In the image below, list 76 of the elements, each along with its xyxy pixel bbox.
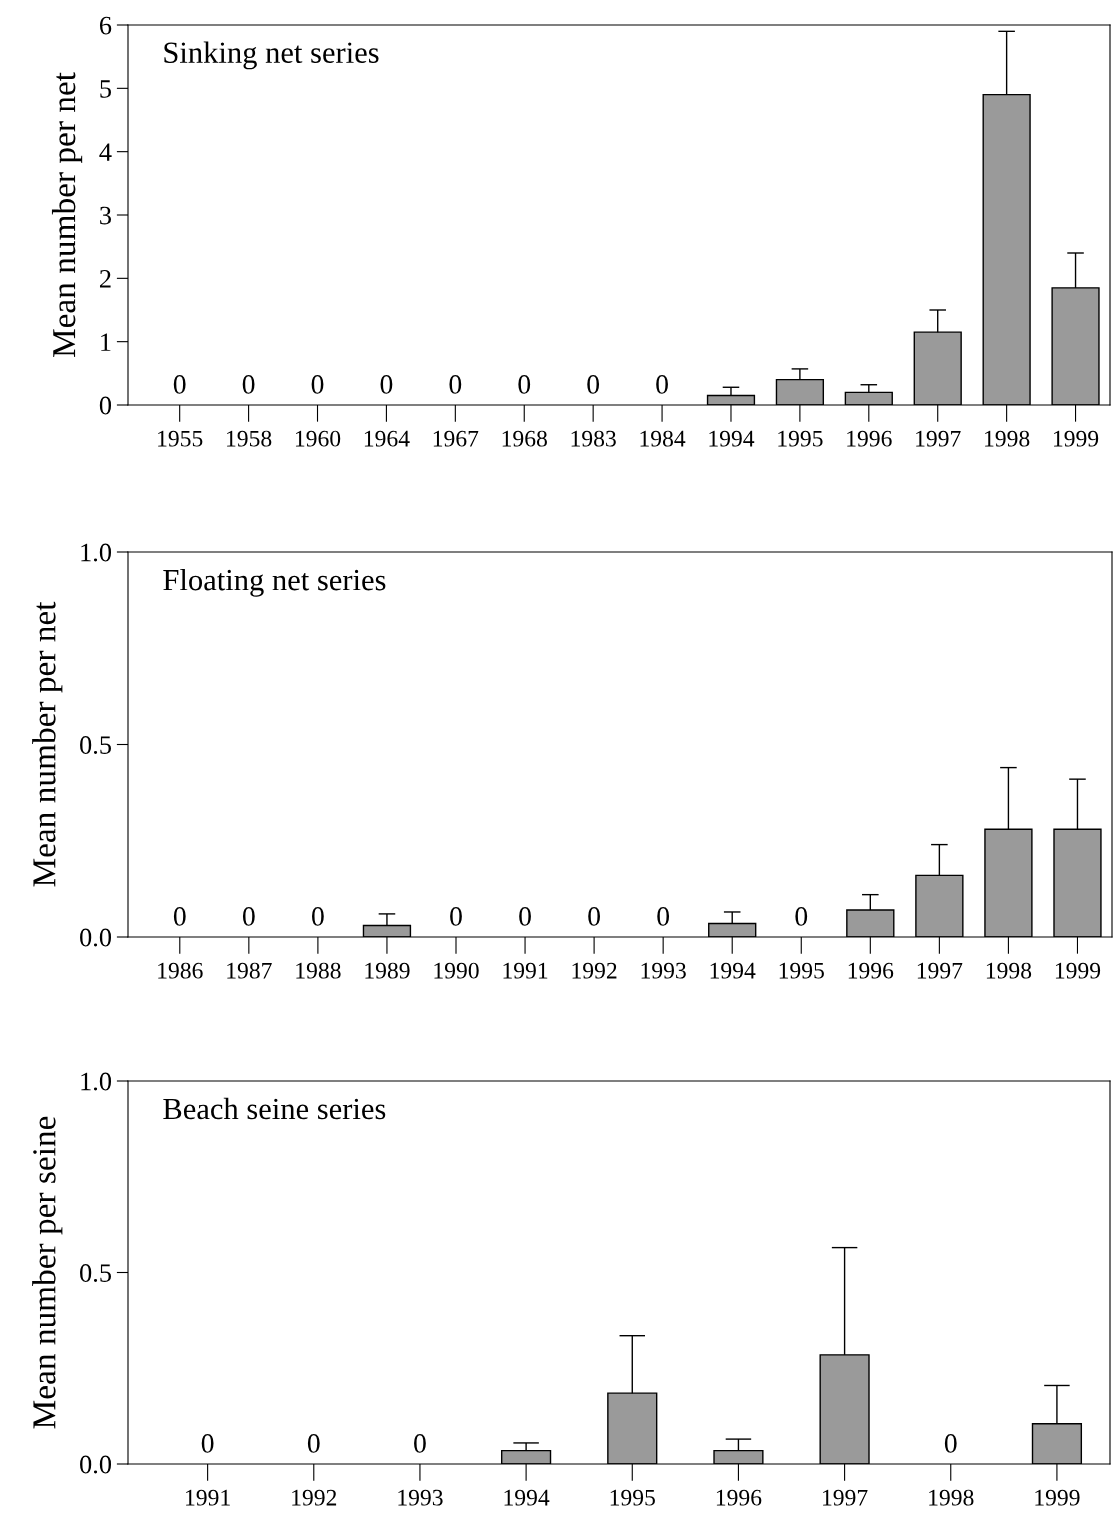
data-label: 0: [311, 375, 324, 394]
x-tick-label: 1993: [641, 962, 686, 979]
data-label: 0: [587, 375, 600, 394]
x-tick-label: 1994: [710, 962, 756, 979]
x-tick-label: 1994: [504, 1489, 550, 1506]
x-tick-label: 1967: [433, 430, 479, 447]
data-label: 0: [201, 1434, 214, 1453]
data-label: 0: [657, 907, 670, 926]
x-tick-label: 1991: [503, 962, 548, 979]
x-tick-label: 1989: [365, 962, 410, 979]
x-tick-label: 1996: [716, 1489, 762, 1506]
x-tick-label: 1992: [292, 1489, 337, 1506]
x-tick-label: 1987: [227, 962, 272, 979]
x-tick-label: 1999: [1035, 1489, 1080, 1506]
data-label: 0: [173, 907, 186, 926]
data-label: 0: [656, 375, 668, 394]
y-tick-label: 1.0: [81, 1072, 112, 1091]
data-label: 0: [450, 907, 462, 926]
data-label: 0: [242, 375, 255, 394]
data-label: 0: [795, 907, 808, 926]
x-tick-label: 1998: [986, 962, 1032, 979]
x-tick-label: 1958: [227, 430, 272, 447]
x-tick-label: 1983: [571, 430, 616, 447]
data-label: 0: [519, 907, 531, 926]
y-axis-title: Mean number per net: [32, 601, 63, 887]
y-tick-label: 1: [101, 333, 111, 351]
data-label: 0: [414, 1434, 426, 1453]
x-tick-label: 1991: [186, 1489, 230, 1506]
x-tick-label: 1990: [434, 962, 479, 979]
y-tick-label: 0.0: [80, 1455, 112, 1474]
y-axis-title: Mean number per net: [51, 72, 83, 358]
x-tick-label: 1996: [847, 430, 892, 447]
x-tick-label: 1993: [398, 1489, 443, 1506]
data-label: 0: [312, 907, 324, 926]
x-tick-label: 1955: [158, 430, 203, 447]
y-tick-label: 0: [99, 396, 112, 415]
x-tick-label: 1999: [1055, 962, 1101, 979]
y-tick-label: 3: [100, 206, 111, 225]
y-tick-label: 1.0: [81, 543, 112, 562]
data-label: 0: [173, 375, 186, 394]
x-tick-label: 1999: [1054, 430, 1099, 447]
y-tick-label: 0.5: [80, 1264, 111, 1283]
chart-title: Sinking net series: [164, 41, 379, 70]
x-tick-label: 1997: [916, 430, 961, 447]
x-tick-label: 1968: [502, 430, 547, 447]
text: Floating net series: [163, 568, 386, 597]
x-tick-label: 1995: [779, 962, 824, 979]
y-tick-label: 6: [99, 16, 112, 35]
x-tick-label: 1995: [778, 430, 823, 447]
x-tick-label: 1995: [610, 1489, 655, 1506]
x-tick-label: 1986: [158, 962, 203, 979]
x-tick-label: 1960: [295, 430, 341, 447]
data-label: 0: [242, 907, 255, 926]
data-label: 0: [380, 375, 393, 394]
chart-title: Beach seine series: [163, 1097, 386, 1120]
x-tick-label: 1997: [823, 1489, 868, 1506]
x-tick-label: 1984: [640, 430, 686, 447]
data-label: 0: [307, 1434, 320, 1453]
data-label: 0: [518, 375, 531, 394]
x-tick-label: 1964: [364, 430, 410, 447]
y-tick-label: 0.0: [80, 928, 112, 947]
x-tick-label: 1994: [709, 430, 755, 447]
x-tick-label: 1996: [848, 962, 894, 979]
y-axis-title: Mean number per seine: [32, 1116, 63, 1429]
y-tick-label: 0.5: [80, 736, 111, 755]
x-tick-label: 1992: [572, 962, 617, 979]
x-tick-label: 1997: [917, 962, 963, 979]
data-label: 0: [944, 1434, 957, 1453]
x-tick-label: 1988: [296, 962, 341, 979]
y-tick-label: 4: [99, 143, 112, 161]
y-tick-label: 5: [100, 80, 111, 98]
data-label: 0: [588, 907, 600, 926]
x-tick-label: 1998: [929, 1489, 974, 1506]
data-label: 0: [449, 375, 462, 394]
x-tick-label: 1998: [985, 430, 1030, 447]
y-tick-label: 2: [99, 270, 111, 288]
